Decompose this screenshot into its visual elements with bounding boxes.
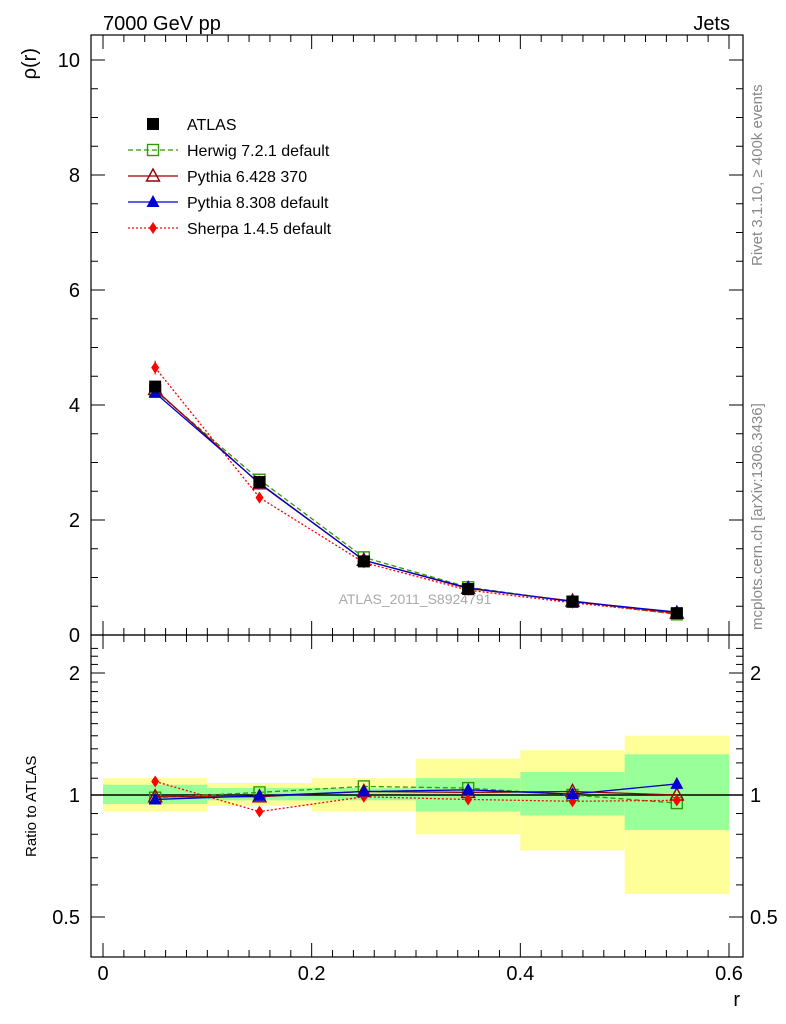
series-sherpa-1-4-5-default (151, 360, 681, 620)
watermark: ATLAS_2011_S8924791 (339, 591, 492, 607)
main-ytick-label: 0 (69, 625, 80, 647)
legend-item: ATLAS (147, 117, 237, 134)
ratio-xtick-label: 0.4 (506, 963, 534, 985)
ratio-series (147, 775, 685, 818)
ratio-ytick-label-right: 0.5 (750, 907, 778, 929)
ratio-panel: 0.5 0.5 1 1 2 2 0 0.2 0.4 0.6 Ratio to ATLAS r (23, 634, 778, 1011)
legend-marker (145, 167, 161, 182)
side-label-mcplots: mcplots.cern.ch [arXiv:1306.3436] (749, 403, 766, 630)
ratio-data-point (255, 805, 264, 818)
ratio-bands (103, 735, 729, 894)
legend-marker (149, 222, 157, 234)
main-panel: ATLAS_2011_S8924791 0 2 4 6 8 10 ρ(r) (19, 34, 744, 647)
main-ytick-label: 6 (69, 280, 80, 302)
legend-label: ATLAS (187, 117, 237, 134)
ratio-series-line (155, 783, 677, 801)
legend-label: Herwig 7.2.1 default (187, 143, 330, 160)
ratio-data-point (464, 793, 473, 806)
ratio-xtick-label: 0.6 (715, 963, 743, 985)
ratio-ytick-label: 0.5 (52, 907, 80, 929)
ratio-ticks: 0.5 0.5 1 1 2 2 0 0.2 0.4 0.6 (52, 635, 778, 985)
legend-label: Sherpa 1.4.5 default (187, 221, 332, 238)
legend-marker (147, 118, 159, 130)
ratio-data-point (253, 788, 266, 801)
uncertainty-band-inner (624, 754, 729, 830)
legend: ATLAS Herwig 7.2.1 default Pythia 6.428 37… (128, 117, 332, 238)
main-ticks: 0 2 4 6 8 10 (58, 35, 743, 647)
ratio-data-point (566, 787, 579, 800)
ratio-data-point (670, 776, 684, 789)
legend-item: Sherpa 1.4.5 default (128, 221, 332, 238)
main-ytick-label: 2 (69, 510, 80, 532)
ratio-frame (90, 634, 744, 958)
data-point (566, 595, 579, 608)
data-point (151, 361, 160, 374)
legend-marker (146, 143, 160, 157)
legend-label: Pythia 8.308 default (187, 195, 329, 212)
legend-item: Herwig 7.2.1 default (128, 143, 330, 160)
legend-marker (146, 195, 160, 207)
title-left: 7000 GeV pp (103, 13, 221, 35)
data-point (253, 476, 266, 489)
ratio-series-pythia-8-308-default (148, 776, 684, 805)
legend-item: Pythia 8.308 default (128, 195, 329, 212)
ratio-data-point (148, 792, 162, 805)
title-right: Jets (693, 13, 730, 35)
main-ytick-label: 8 (69, 165, 80, 187)
ratio-ytick-label-right: 2 (750, 663, 761, 685)
data-point (255, 491, 264, 504)
legend-label: Pythia 6.428 370 (187, 169, 307, 186)
legend-item: Pythia 6.428 370 (128, 167, 307, 186)
series-line (154, 388, 677, 614)
ratio-xtick-label: 0 (97, 963, 108, 985)
series-herwig-7-2-1-default (148, 384, 684, 621)
series-line (154, 392, 677, 613)
series-atlas (149, 380, 683, 620)
data-point (149, 380, 162, 393)
main-series (147, 360, 685, 621)
main-ytick-label: 4 (69, 395, 80, 417)
ratio-xtick-label: 0.2 (298, 963, 326, 985)
data-point (357, 555, 370, 568)
ratio-series-line (154, 780, 677, 813)
ratio-data-point (151, 775, 160, 788)
ratio-xlabel: r (733, 989, 740, 1011)
ratio-series-line (155, 785, 677, 804)
series-line (154, 367, 677, 615)
series-pythia-8-308-default (148, 385, 684, 617)
ratio-data-point (461, 782, 475, 795)
series-pythia-6-428-370 (147, 381, 685, 619)
main-ytick-label: 10 (58, 50, 80, 72)
ratio-data-point (357, 784, 371, 797)
ratio-ytick-label: 1 (69, 785, 80, 807)
ratio-ytick-label: 2 (69, 663, 80, 685)
data-point (462, 583, 475, 595)
data-point (670, 607, 683, 620)
main-ylabel: ρ(r) (19, 48, 41, 79)
ratio-ylabel: Ratio to ATLAS (23, 756, 40, 857)
side-label-rivet: Rivet 3.1.10, ≥ 400k events (749, 84, 766, 266)
series-line (154, 390, 677, 615)
ratio-data-point (672, 794, 681, 807)
ratio-ytick-label-right: 1 (750, 785, 761, 807)
